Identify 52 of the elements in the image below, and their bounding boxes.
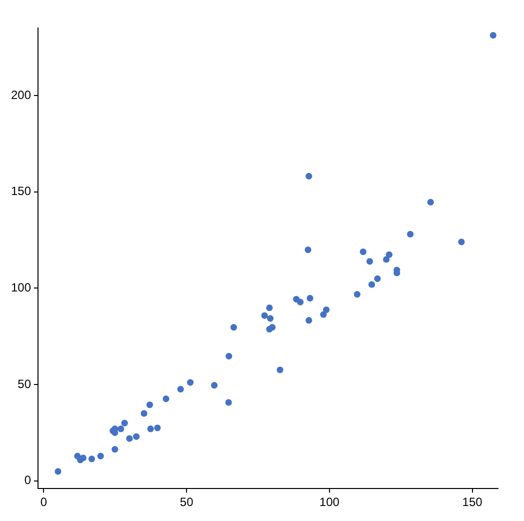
point xyxy=(266,304,273,312)
point xyxy=(162,395,170,402)
y-tick-label: 100 xyxy=(10,280,32,294)
y-tick-label: 50 xyxy=(18,376,32,391)
point xyxy=(306,294,314,302)
point xyxy=(133,433,140,440)
point xyxy=(368,281,376,288)
point xyxy=(126,435,133,442)
point xyxy=(88,456,96,462)
point xyxy=(386,251,392,258)
point xyxy=(54,468,62,475)
x-tick-label: 50 xyxy=(180,495,194,510)
point xyxy=(304,246,312,254)
point xyxy=(360,248,366,256)
point xyxy=(261,312,268,319)
point xyxy=(226,352,232,360)
point xyxy=(177,386,184,392)
point xyxy=(268,324,276,331)
y-tick-label: 200 xyxy=(10,88,32,102)
point xyxy=(80,454,86,462)
point xyxy=(118,426,124,432)
point xyxy=(146,401,154,408)
point xyxy=(406,230,414,238)
point xyxy=(225,399,232,406)
point xyxy=(382,256,390,263)
point xyxy=(147,426,154,432)
point xyxy=(306,172,312,180)
point xyxy=(121,420,128,426)
point xyxy=(230,324,238,331)
point xyxy=(187,379,194,386)
point xyxy=(140,410,148,417)
point xyxy=(154,424,161,432)
point xyxy=(112,446,118,453)
point xyxy=(366,258,374,265)
x-tick-label: 100 xyxy=(319,495,340,510)
y-tick-label: 150 xyxy=(10,184,32,198)
point xyxy=(296,298,304,306)
point xyxy=(458,238,465,246)
point xyxy=(306,317,312,324)
point xyxy=(374,275,381,282)
point xyxy=(354,291,360,298)
point xyxy=(490,32,496,39)
point xyxy=(276,366,284,374)
x-tick-label: 0 xyxy=(40,495,48,510)
y-tick-label: 0 xyxy=(24,473,32,488)
point xyxy=(211,382,218,389)
x-tick-label: 150 xyxy=(462,495,483,510)
point xyxy=(97,452,104,460)
point xyxy=(266,315,274,322)
point xyxy=(427,198,434,206)
point xyxy=(322,306,330,314)
point xyxy=(320,311,327,318)
